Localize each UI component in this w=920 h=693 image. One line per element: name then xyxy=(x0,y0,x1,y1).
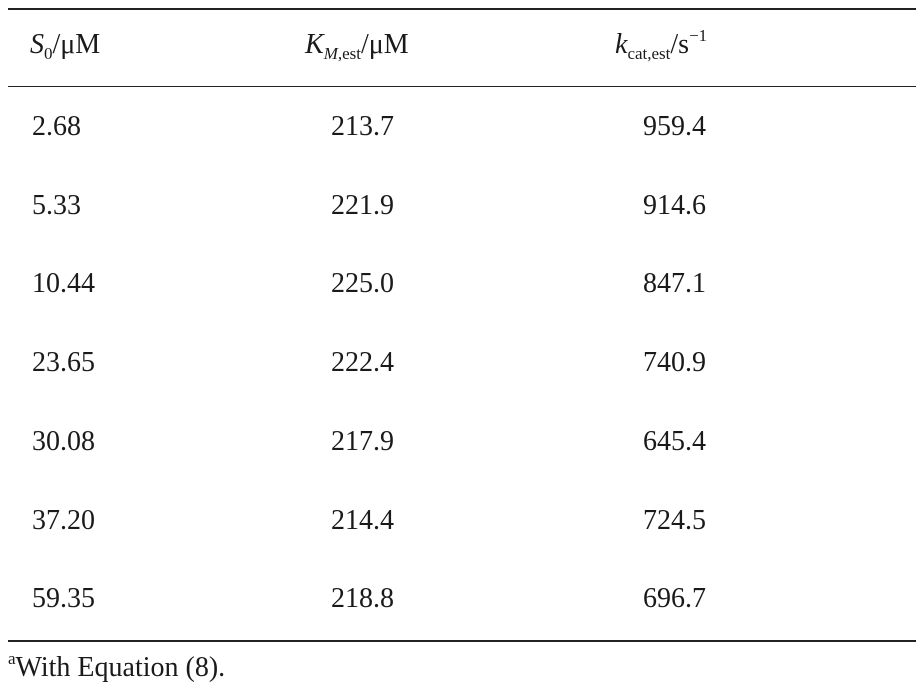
cell-kcat-est: 959.4 xyxy=(643,111,706,142)
cell-s0: 59.35 xyxy=(32,583,95,615)
cell-s0: 30.08 xyxy=(32,425,95,457)
column-header-kcat-est: kcat,est/s−1 xyxy=(615,26,708,63)
cell-kcat-est: 914.6 xyxy=(643,189,706,221)
footnote-text: With Equation (8). xyxy=(15,652,226,683)
footnote-marker: a xyxy=(8,649,16,668)
cell-s0: 23.65 xyxy=(32,347,95,379)
cell-km-est: 221.9 xyxy=(331,189,394,221)
cell-km-est: 225.0 xyxy=(331,268,394,300)
cell-s0: 10.44 xyxy=(32,268,95,300)
table-bottom-rule xyxy=(8,640,916,642)
cell-s0: 37.20 xyxy=(32,504,95,536)
column-header-s0: S0/μM xyxy=(30,29,101,63)
header-separator-rule xyxy=(8,86,916,88)
table-top-rule xyxy=(8,8,916,10)
cell-s0: 2.68 xyxy=(32,111,81,142)
cell-km-est: 214.4 xyxy=(331,504,394,536)
column-header-km-est: KM,est/μM xyxy=(305,29,409,63)
cell-kcat-est: 696.7 xyxy=(643,583,706,615)
cell-s0: 5.33 xyxy=(32,189,81,221)
table-footnote: aWith Equation (8). xyxy=(8,650,226,683)
cell-kcat-est: 740.9 xyxy=(643,347,706,379)
cell-kcat-est: 847.1 xyxy=(643,268,706,300)
cell-kcat-est: 645.4 xyxy=(643,425,706,457)
cell-km-est: 218.8 xyxy=(331,583,394,615)
cell-km-est: 217.9 xyxy=(331,425,394,457)
cell-km-est: 222.4 xyxy=(331,347,394,379)
cell-kcat-est: 724.5 xyxy=(643,504,706,536)
cell-km-est: 213.7 xyxy=(331,111,394,142)
